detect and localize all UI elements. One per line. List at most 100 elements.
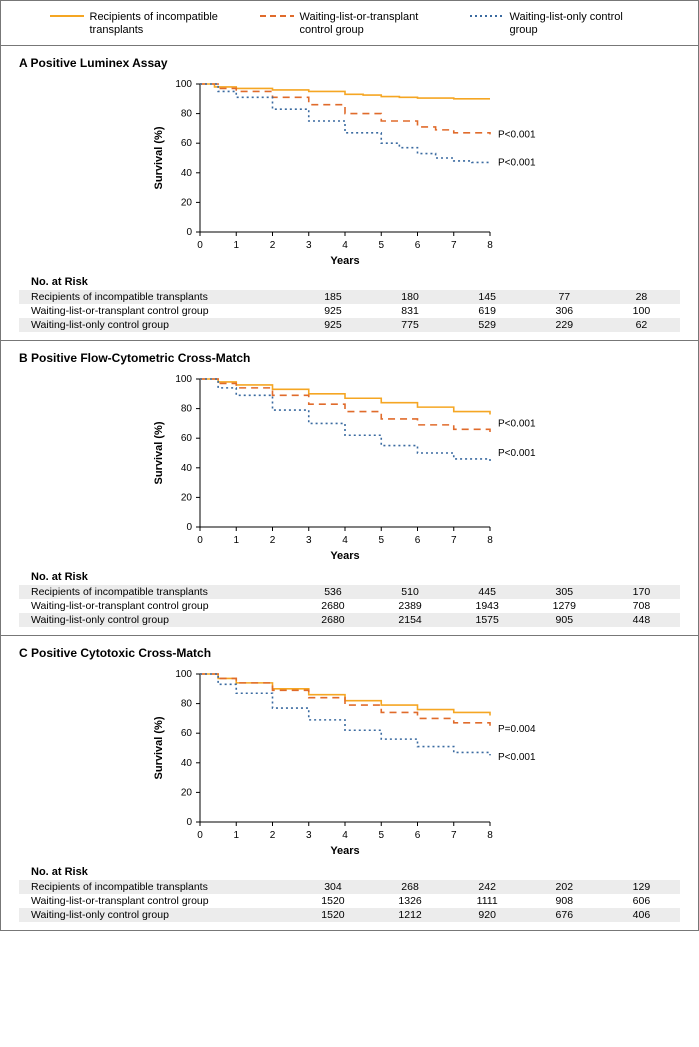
p-value: P<0.001 — [498, 419, 536, 430]
xtick-label: 1 — [233, 240, 239, 251]
risk-cell: 305 — [526, 585, 603, 599]
xtick-label: 2 — [269, 240, 275, 251]
risk-table: Recipients of incompatible transplants30… — [19, 880, 680, 922]
survival-curve — [200, 674, 490, 755]
p-value: P<0.001 — [498, 448, 536, 459]
survival-chart: 020406080100012345678Survival (%)YearsP<… — [140, 367, 560, 567]
risk-cell: 529 — [449, 318, 526, 332]
risk-cell: 229 — [526, 318, 603, 332]
risk-cell: 2680 — [294, 613, 371, 627]
risk-cell: 62 — [603, 318, 680, 332]
xtick-label: 8 — [487, 535, 493, 546]
risk-cell: 28 — [603, 290, 680, 304]
legend-item: Waiting-list-or-transplant control group — [260, 11, 440, 37]
xtick-label: 7 — [450, 240, 456, 251]
legend-label: Waiting-list-or-transplant control group — [300, 11, 440, 37]
y-axis-label: Survival (%) — [153, 422, 165, 485]
risk-cell: 2680 — [294, 599, 371, 613]
risk-row: Waiting-list-only control group925775529… — [19, 318, 680, 332]
xtick-label: 7 — [450, 830, 456, 841]
xtick-label: 4 — [342, 830, 348, 841]
xtick-label: 6 — [414, 830, 420, 841]
risk-table: Recipients of incompatible transplants18… — [19, 290, 680, 332]
risk-cell: 406 — [603, 908, 680, 922]
legend-swatch — [260, 11, 294, 21]
survival-chart: 020406080100012345678Survival (%)YearsP=… — [140, 662, 560, 862]
xtick-label: 3 — [305, 240, 311, 251]
risk-cell: 202 — [526, 880, 603, 894]
legend-item: Recipients of incompatible transplants — [50, 11, 230, 37]
xtick-label: 1 — [233, 830, 239, 841]
ytick-label: 40 — [180, 168, 192, 179]
risk-cell: 1520 — [294, 908, 371, 922]
risk-cell: 1520 — [294, 894, 371, 908]
xtick-label: 6 — [414, 240, 420, 251]
risk-table: Recipients of incompatible transplants53… — [19, 585, 680, 627]
chart-holder: 020406080100012345678Survival (%)YearsP<… — [19, 367, 680, 567]
risk-cell: 145 — [449, 290, 526, 304]
legend-swatch — [50, 11, 84, 21]
risk-cell: 510 — [372, 585, 449, 599]
risk-cell: 920 — [449, 908, 526, 922]
chart-holder: 020406080100012345678Survival (%)YearsP<… — [19, 72, 680, 272]
legend: Recipients of incompatible transplants Wa… — [1, 1, 698, 46]
xtick-label: 2 — [269, 830, 275, 841]
risk-cell: 304 — [294, 880, 371, 894]
risk-cell: 77 — [526, 290, 603, 304]
risk-cell: 129 — [603, 880, 680, 894]
risk-cell: 606 — [603, 894, 680, 908]
ytick-label: 0 — [186, 227, 192, 238]
risk-cell: 619 — [449, 304, 526, 318]
risk-cell: 100 — [603, 304, 680, 318]
y-axis-label: Survival (%) — [153, 717, 165, 780]
xtick-label: 5 — [378, 535, 384, 546]
risk-cell: 1111 — [449, 894, 526, 908]
risk-cell: 306 — [526, 304, 603, 318]
xtick-label: 2 — [269, 535, 275, 546]
risk-cell: 1326 — [372, 894, 449, 908]
panel-title: C Positive Cytotoxic Cross-Match — [19, 646, 680, 660]
risk-cell: 180 — [372, 290, 449, 304]
risk-row-label: Waiting-list-or-transplant control group — [19, 304, 294, 318]
panel: B Positive Flow-Cytometric Cross-Match 0… — [1, 341, 698, 636]
risk-cell: 831 — [372, 304, 449, 318]
legend-swatch — [470, 11, 504, 21]
xtick-label: 3 — [305, 535, 311, 546]
ytick-label: 60 — [180, 729, 192, 740]
figure-container: Recipients of incompatible transplantsWa… — [0, 0, 699, 931]
risk-row-label: Waiting-list-or-transplant control group — [19, 894, 294, 908]
legend-item: Waiting-list-only control group — [470, 11, 650, 37]
risk-cell: 925 — [294, 318, 371, 332]
ytick-label: 80 — [180, 699, 192, 710]
ytick-label: 40 — [180, 758, 192, 769]
legend-label: Waiting-list-only control group — [510, 11, 650, 37]
xtick-label: 0 — [197, 535, 203, 546]
risk-row-label: Recipients of incompatible transplants — [19, 880, 294, 894]
risk-cell: 185 — [294, 290, 371, 304]
risk-cell: 1279 — [526, 599, 603, 613]
risk-cell: 445 — [449, 585, 526, 599]
ytick-label: 0 — [186, 522, 192, 533]
risk-cell: 676 — [526, 908, 603, 922]
panel: C Positive Cytotoxic Cross-Match 0204060… — [1, 636, 698, 930]
survival-curve — [200, 674, 490, 715]
ytick-label: 60 — [180, 139, 192, 150]
xtick-label: 4 — [342, 535, 348, 546]
x-axis-label: Years — [330, 845, 359, 857]
ytick-label: 20 — [180, 493, 192, 504]
xtick-label: 0 — [197, 830, 203, 841]
ytick-label: 100 — [175, 79, 192, 90]
ytick-label: 0 — [186, 817, 192, 828]
xtick-label: 4 — [342, 240, 348, 251]
survival-curve — [200, 84, 490, 162]
risk-cell: 170 — [603, 585, 680, 599]
xtick-label: 5 — [378, 830, 384, 841]
panel: A Positive Luminex Assay 020406080100012… — [1, 46, 698, 341]
risk-row: Waiting-list-or-transplant control group… — [19, 894, 680, 908]
risk-row-label: Waiting-list-only control group — [19, 318, 294, 332]
risk-cell: 268 — [372, 880, 449, 894]
risk-cell: 2389 — [372, 599, 449, 613]
risk-row-label: Waiting-list-or-transplant control group — [19, 599, 294, 613]
risk-row: Recipients of incompatible transplants18… — [19, 290, 680, 304]
panel-title: B Positive Flow-Cytometric Cross-Match — [19, 351, 680, 365]
